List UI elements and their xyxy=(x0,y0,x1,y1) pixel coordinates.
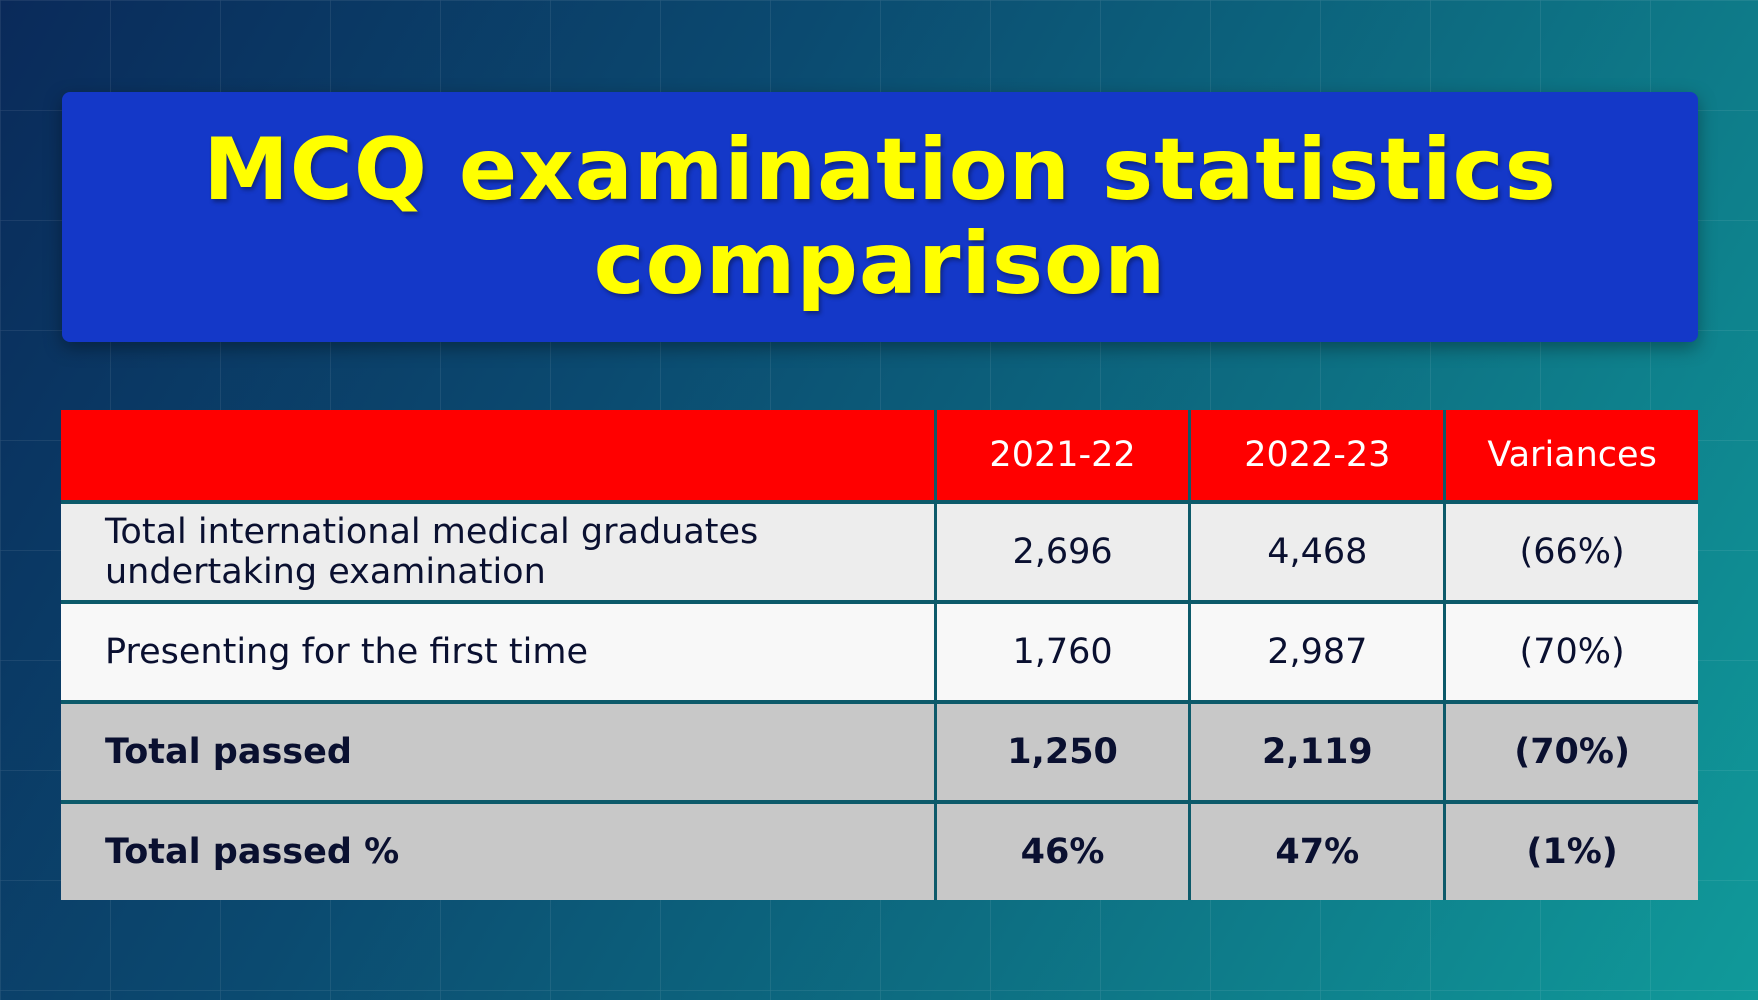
row-label: Total passed xyxy=(61,704,937,804)
statistics-table: 2021-22 2022-23 Variances Total internat… xyxy=(61,410,1698,900)
cell-2021-22: 2,696 xyxy=(936,504,1192,604)
row-label: Total passed % xyxy=(61,804,937,900)
cell-variance: (70%) xyxy=(1446,604,1698,704)
table-row: Total passed % 46% 47% (1%) xyxy=(61,804,1698,900)
row-label: Total international medical graduates un… xyxy=(61,504,937,604)
cell-2022-23: 47% xyxy=(1191,804,1447,900)
header-variances: Variances xyxy=(1446,410,1698,504)
table-row: Presenting for the first time 1,760 2,98… xyxy=(61,604,1698,704)
header-2021-22: 2021-22 xyxy=(936,410,1192,504)
cell-variance: (1%) xyxy=(1446,804,1698,900)
header-empty xyxy=(61,410,937,504)
row-label: Presenting for the first time xyxy=(61,604,937,704)
cell-2022-23: 2,987 xyxy=(1191,604,1447,704)
header-2022-23: 2022-23 xyxy=(1191,410,1447,504)
title-banner: MCQ examination statistics comparison xyxy=(62,92,1698,342)
cell-2022-23: 2,119 xyxy=(1191,704,1447,804)
cell-variance: (66%) xyxy=(1446,504,1698,604)
cell-2021-22: 46% xyxy=(936,804,1192,900)
cell-2021-22: 1,760 xyxy=(936,604,1192,704)
table-header-row: 2021-22 2022-23 Variances xyxy=(61,410,1698,504)
page-title: MCQ examination statistics comparison xyxy=(203,120,1557,314)
cell-variance: (70%) xyxy=(1446,704,1698,804)
table-row: Total international medical graduates un… xyxy=(61,504,1698,604)
cell-2021-22: 1,250 xyxy=(936,704,1192,804)
cell-2022-23: 4,468 xyxy=(1191,504,1447,604)
table-row: Total passed 1,250 2,119 (70%) xyxy=(61,704,1698,804)
